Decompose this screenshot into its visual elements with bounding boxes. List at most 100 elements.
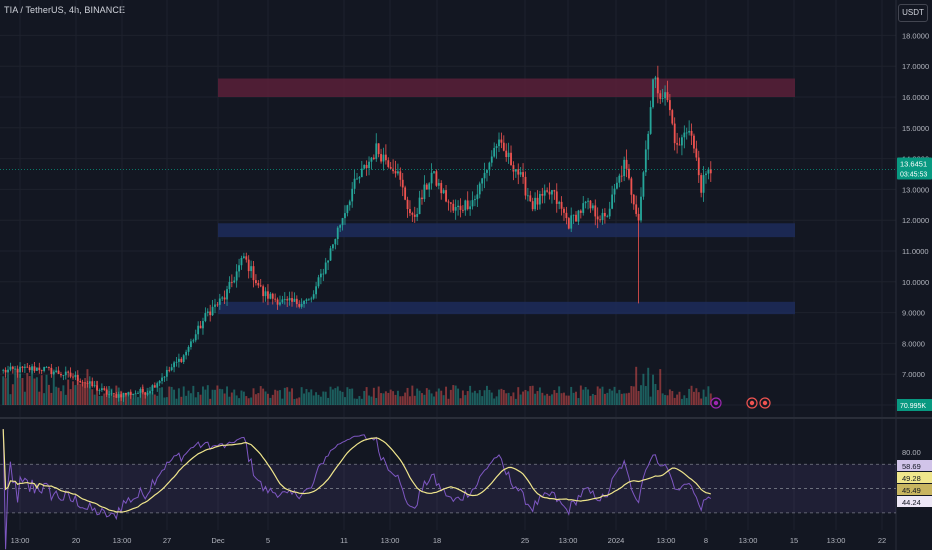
volume-bar xyxy=(587,389,590,405)
volume-bar xyxy=(88,382,91,405)
candle-body xyxy=(206,311,209,314)
volume-bar xyxy=(283,387,286,405)
currency-button[interactable]: USDT xyxy=(898,4,928,22)
candle-body xyxy=(115,394,118,398)
volume-bar xyxy=(421,393,423,405)
candle-body xyxy=(283,299,286,300)
volume-bar xyxy=(702,389,705,405)
time-tick-label: 15 xyxy=(790,536,798,545)
candle-body xyxy=(194,334,197,341)
volume-bar xyxy=(577,398,580,405)
price-tick-label: 17.0000 xyxy=(902,62,929,71)
candle-body xyxy=(589,200,592,209)
candle-body xyxy=(341,218,344,226)
rsi-readout-badge xyxy=(897,460,932,471)
volume-bar xyxy=(589,395,592,405)
candle-body xyxy=(84,382,86,384)
volume-bar xyxy=(632,386,635,405)
candle-body xyxy=(505,150,508,158)
candle-body xyxy=(500,139,503,143)
volume-bar xyxy=(368,395,370,405)
volume-bar xyxy=(187,390,190,405)
candle-body xyxy=(74,374,77,378)
volume-bar xyxy=(599,388,602,405)
candle-body xyxy=(399,171,402,180)
volume-bar xyxy=(512,392,515,405)
volume-bar xyxy=(416,388,419,405)
rsi-ma-line xyxy=(2,429,711,513)
candle-body xyxy=(551,190,553,195)
time-tick-label: 13:00 xyxy=(11,536,30,545)
volume-bar xyxy=(11,384,14,405)
candle-body xyxy=(486,170,488,173)
candle-body xyxy=(346,205,349,214)
volume-bar xyxy=(606,392,609,405)
candle-body xyxy=(33,366,36,371)
volume-bar xyxy=(262,388,265,405)
candle-body xyxy=(312,294,315,299)
volume-bar xyxy=(514,398,517,405)
candle-body xyxy=(149,391,151,393)
candle-body xyxy=(377,143,380,155)
candle-body xyxy=(548,191,551,195)
candle-body xyxy=(2,369,5,371)
candle-body xyxy=(146,392,149,395)
volume-bar xyxy=(351,388,354,405)
candle-body xyxy=(298,304,301,307)
candle-body xyxy=(531,201,534,210)
volume-bar xyxy=(93,394,96,405)
volume-bar xyxy=(548,395,551,405)
candle-body xyxy=(514,169,517,172)
volume-bar xyxy=(668,389,671,405)
volume-bar xyxy=(608,388,611,405)
volume-bar xyxy=(603,393,606,405)
volume-bar xyxy=(705,396,707,405)
candle-body xyxy=(57,370,60,374)
volume-bar xyxy=(387,392,390,405)
volume-bar xyxy=(254,394,257,405)
candle-body xyxy=(705,173,707,176)
candle-body xyxy=(676,143,679,145)
volume-bar xyxy=(389,389,392,405)
candle-body xyxy=(288,298,291,301)
volume-bar xyxy=(247,398,250,405)
volume-bar xyxy=(192,385,195,405)
candle-body xyxy=(498,139,500,147)
volume-bar xyxy=(411,385,414,405)
volume-bar xyxy=(214,389,216,405)
candle-body xyxy=(582,203,585,213)
volume-bar xyxy=(449,389,452,405)
volume-bar xyxy=(408,396,411,405)
candle-body xyxy=(305,299,308,301)
volume-bar xyxy=(649,396,652,405)
candle-body xyxy=(38,367,41,371)
candle-body xyxy=(332,244,334,249)
volume-bar xyxy=(546,393,549,405)
candle-body xyxy=(161,377,163,381)
volume-bar xyxy=(264,391,267,405)
volume-bar xyxy=(457,388,460,405)
candle-body xyxy=(656,77,659,94)
candle-body xyxy=(202,321,204,329)
candle-body xyxy=(96,385,98,391)
rsi-tick-label: 80.00 xyxy=(902,448,921,457)
time-tick-label: 13:00 xyxy=(657,536,676,545)
candle-body xyxy=(606,216,609,218)
candle-body xyxy=(661,98,664,100)
volume-bar xyxy=(240,390,243,405)
volume-bar xyxy=(700,398,703,405)
candle-body xyxy=(490,156,493,163)
volume-bar xyxy=(21,378,24,405)
volume-bar xyxy=(481,396,484,405)
volume-bar xyxy=(550,394,553,405)
last-price-label: 13.6451 xyxy=(900,160,927,169)
volume-bar xyxy=(642,373,645,405)
candle-body xyxy=(21,366,24,368)
volume-bar xyxy=(678,391,681,405)
volume-bar xyxy=(14,365,17,405)
candle-body xyxy=(488,162,491,171)
volume-bar xyxy=(582,389,585,405)
volume-bar xyxy=(430,393,433,405)
candle-body xyxy=(409,209,411,214)
